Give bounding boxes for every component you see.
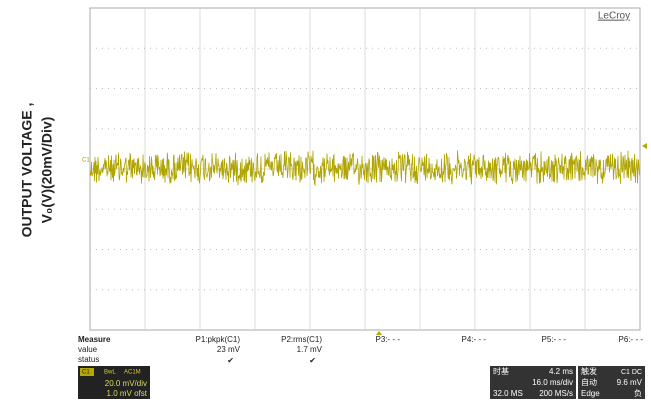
measure-header: Measure [78, 335, 111, 344]
timebase-title: 时基 [493, 366, 509, 376]
param-name: P3:- - - [376, 335, 401, 344]
channel-offset: 1.0 mV ofst [107, 389, 148, 398]
param-value: 1.7 mV [297, 345, 323, 354]
y-label-line: OUTPUT VOLTAGE , [19, 103, 35, 238]
scope-screenshot: OUTPUT VOLTAGE , V₀(V)(20mV/Div) LeCroy … [0, 0, 651, 402]
channel-scale: 20.0 mV/div [105, 379, 147, 388]
timebase-rate: 200 MS/s [539, 389, 573, 398]
trigger-level: 9.6 mV [617, 378, 643, 387]
channel-name: C1 [82, 370, 90, 376]
timebase-samples: 32.0 MS [493, 389, 523, 398]
level-marker [642, 143, 647, 149]
row-label: value [78, 345, 98, 354]
timebase-delay: 4.2 ms [549, 367, 573, 376]
param-name: P1:pkpk(C1) [196, 335, 241, 344]
trace-label: C1 [82, 158, 90, 164]
trigger-type: Edge [581, 389, 600, 398]
param-name: P6:- - - [619, 335, 644, 344]
trigger-title: 触发 [581, 366, 597, 376]
y-axis-label: OUTPUT VOLTAGE , V₀(V)(20mV/Div) [19, 103, 55, 238]
channel-tag: BwL [104, 370, 116, 376]
param-value: 23 mV [217, 345, 241, 354]
trigger-source: C1 DC [621, 369, 642, 376]
measure-params: P1:pkpk(C1)23 mV ✔ P2:rms(C1)1.7 mV ✔ P3:- -… [196, 335, 644, 365]
param-name: P2:rms(C1) [281, 335, 322, 344]
trigger-mode: 自动 [581, 377, 597, 387]
y-label-line: V₀(V)(20mV/Div) [39, 117, 55, 224]
param-status: ✔ [309, 356, 316, 365]
trigger-slope: 负 [634, 388, 642, 398]
param-name: P5:- - - [542, 335, 567, 344]
param-name: P4:- - - [462, 335, 487, 344]
brand: LeCroy [598, 11, 630, 22]
timebase-scale: 16.0 ms/div [532, 378, 573, 387]
param-status: ✔ [227, 356, 234, 365]
row-label: status [78, 355, 99, 364]
channel-tag: AC1M [124, 370, 141, 376]
